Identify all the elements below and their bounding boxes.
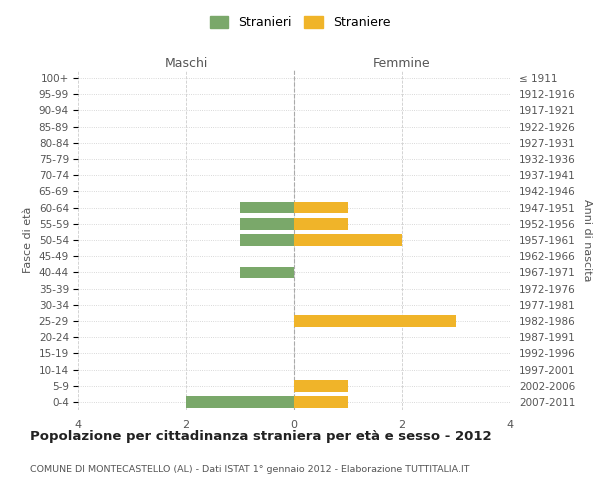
Bar [240,266,294,278]
Y-axis label: Anni di nascita: Anni di nascita [583,198,592,281]
Legend: Stranieri, Straniere: Stranieri, Straniere [205,11,395,34]
Bar [240,234,294,246]
Y-axis label: Fasce di età: Fasce di età [23,207,33,273]
Bar [186,396,294,407]
Bar [294,234,402,246]
Text: Popolazione per cittadinanza straniera per età e sesso - 2012: Popolazione per cittadinanza straniera p… [30,430,491,443]
Bar [294,380,348,392]
Text: Femmine: Femmine [373,57,431,70]
Bar [240,218,294,230]
Text: COMUNE DI MONTECASTELLO (AL) - Dati ISTAT 1° gennaio 2012 - Elaborazione TUTTITA: COMUNE DI MONTECASTELLO (AL) - Dati ISTA… [30,465,470,474]
Bar [240,202,294,213]
Bar [294,218,348,230]
Bar [294,396,348,407]
Bar [294,315,456,327]
Bar [294,202,348,213]
Text: Maschi: Maschi [164,57,208,70]
